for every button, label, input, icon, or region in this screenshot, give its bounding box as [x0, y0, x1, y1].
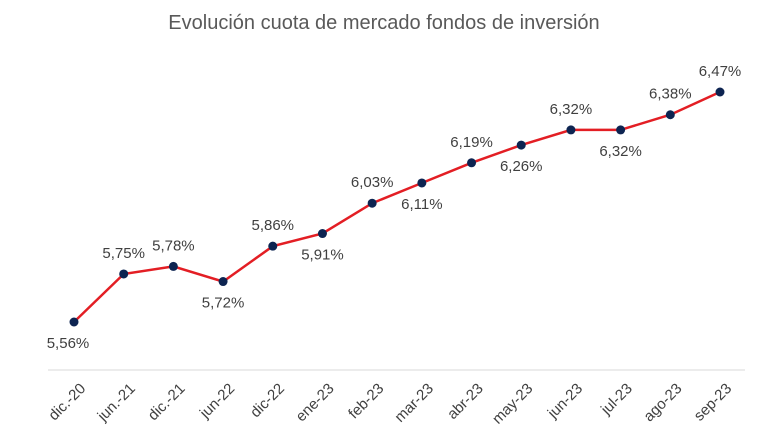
- data-label-jun-23: 6,32%: [550, 101, 593, 118]
- data-point-feb-23: [367, 198, 377, 208]
- data-label-jun.-21: 5,75%: [102, 245, 145, 262]
- data-point-ago-23: [665, 110, 675, 120]
- data-label-jul-23: 6,32%: [599, 143, 642, 160]
- x-tick-label-sep-23: sep-23: [691, 380, 735, 424]
- data-point-dic.-21: [168, 261, 178, 271]
- x-tick-label-abr-23: abr-23: [444, 380, 487, 423]
- data-label-sep-23: 6,47%: [699, 63, 742, 80]
- x-axis-ticks: dic.-20 jun.-21 dic.-21 jun-22 dic-22 ene-23 f…: [45, 380, 735, 427]
- data-point-ene-23: [317, 229, 327, 239]
- x-tick-label-dic.-20: dic.-20: [45, 380, 89, 424]
- data-point-dic.-20: [69, 317, 79, 327]
- x-tick-label-jun-23: jun-23: [544, 380, 586, 422]
- data-point-jun-23: [566, 125, 576, 135]
- data-point-jul-23: [616, 125, 626, 135]
- x-tick-label-jul-23: jul-23: [597, 380, 636, 419]
- x-tick-label-mar-23: mar-23: [391, 380, 437, 426]
- data-point-sep-23: [715, 87, 725, 97]
- x-tick-label-may-23: may-23: [489, 380, 536, 427]
- x-tick-label-dic.-21: dic.-21: [145, 380, 189, 424]
- data-label-mar-23: 6,11%: [401, 196, 442, 213]
- x-tick-label-feb-23: feb-23: [345, 380, 387, 422]
- data-point-may-23: [516, 140, 526, 150]
- data-label-jun-22: 5,72%: [202, 295, 245, 312]
- data-label-abr-23: 6,19%: [450, 134, 493, 151]
- data-point-abr-23: [467, 158, 477, 168]
- data-labels: 5,56% 5,75% 5,78% 5,72% 5,86% 5,91% 6,03% 6,11%…: [47, 63, 742, 352]
- x-tick-label-dic-22: dic-22: [247, 380, 288, 421]
- data-point-dic-22: [268, 241, 278, 251]
- data-point-jun.-21: [119, 269, 129, 279]
- data-label-feb-23: 6,03%: [351, 174, 394, 191]
- data-label-dic-22: 5,86%: [251, 217, 294, 234]
- data-label-ene-23: 5,91%: [301, 247, 344, 264]
- chart-title: Evolución cuota de mercado fondos de inv…: [168, 12, 600, 34]
- series-line: [73, 90, 721, 323]
- x-tick-label-ago-23: ago-23: [640, 380, 685, 425]
- data-point-mar-23: [417, 178, 427, 188]
- x-tick-label-jun.-21: jun.-21: [94, 380, 139, 425]
- data-point-jun-22: [218, 277, 228, 287]
- data-label-dic.-20: 5,56%: [47, 335, 90, 352]
- data-label-dic.-21: 5,78%: [152, 237, 195, 254]
- data-label-may-23: 6,26%: [500, 158, 543, 175]
- x-tick-label-jun-22: jun-22: [196, 380, 238, 422]
- x-tick-label-ene-23: ene-23: [293, 380, 338, 425]
- data-label-ago-23: 6,38%: [649, 86, 692, 103]
- data-points: [69, 87, 725, 327]
